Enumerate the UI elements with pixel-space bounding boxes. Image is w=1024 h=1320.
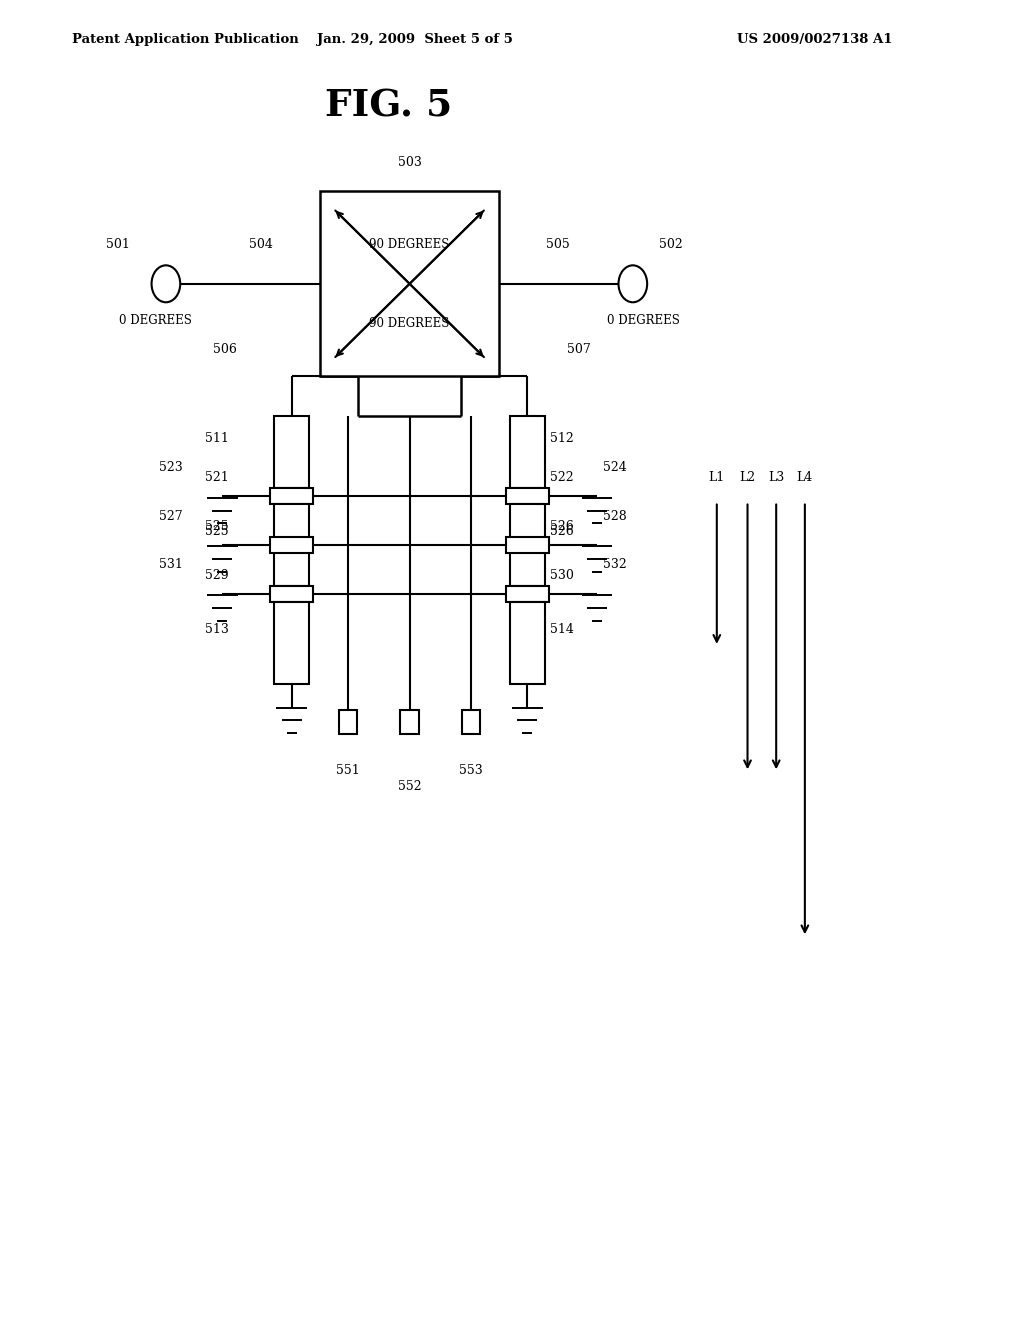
Bar [510, 602, 545, 684]
Text: 527: 527 [159, 510, 182, 523]
Text: L4: L4 [797, 471, 813, 484]
Text: 526: 526 [550, 525, 573, 539]
Text: 521: 521 [205, 471, 228, 484]
Text: 507: 507 [566, 343, 591, 356]
Text: 505: 505 [546, 238, 570, 251]
Bar [462, 710, 480, 734]
Bar [270, 586, 313, 602]
Text: US 2009/0027138 A1: US 2009/0027138 A1 [737, 33, 893, 46]
Bar [339, 710, 357, 734]
Bar [510, 416, 545, 488]
Bar [506, 488, 549, 504]
Text: FIG. 5: FIG. 5 [326, 87, 453, 124]
Bar [274, 504, 309, 586]
Text: 525: 525 [205, 525, 228, 539]
Bar [506, 537, 549, 553]
Text: 532: 532 [603, 558, 627, 572]
Text: 524: 524 [603, 461, 627, 474]
Text: 530: 530 [550, 569, 573, 582]
Text: 506: 506 [213, 343, 238, 356]
Bar [400, 710, 419, 734]
Text: Jan. 29, 2009  Sheet 5 of 5: Jan. 29, 2009 Sheet 5 of 5 [316, 33, 513, 46]
Text: L1: L1 [709, 471, 725, 484]
Text: 523: 523 [159, 461, 182, 474]
Bar [274, 416, 309, 488]
Text: 514: 514 [550, 623, 573, 636]
Text: 553: 553 [459, 764, 483, 777]
Text: 90 DEGREES: 90 DEGREES [370, 317, 450, 330]
Text: 0 DEGREES: 0 DEGREES [606, 314, 680, 327]
Text: L3: L3 [768, 471, 784, 484]
Text: 511: 511 [205, 433, 228, 445]
Text: 501: 501 [105, 238, 130, 251]
Circle shape [152, 265, 180, 302]
Bar [319, 191, 500, 376]
Text: 552: 552 [397, 780, 422, 793]
Text: 528: 528 [603, 510, 627, 523]
Bar [506, 586, 549, 602]
Text: 503: 503 [397, 156, 422, 169]
Text: 504: 504 [249, 238, 273, 251]
Text: 551: 551 [336, 764, 360, 777]
Bar [510, 504, 545, 586]
Bar [270, 488, 313, 504]
Text: 513: 513 [205, 623, 228, 636]
Text: 512: 512 [550, 433, 573, 445]
Text: L2: L2 [739, 471, 756, 484]
Bar [270, 537, 313, 553]
Text: 525: 525 [205, 520, 228, 533]
Text: Patent Application Publication: Patent Application Publication [72, 33, 298, 46]
Text: 0 DEGREES: 0 DEGREES [119, 314, 193, 327]
Text: 526: 526 [550, 520, 573, 533]
Text: 522: 522 [550, 471, 573, 484]
Text: 502: 502 [658, 238, 683, 251]
Text: 531: 531 [159, 558, 182, 572]
Circle shape [618, 265, 647, 302]
Text: 529: 529 [205, 569, 228, 582]
Text: 90 DEGREES: 90 DEGREES [370, 238, 450, 251]
Bar [274, 602, 309, 684]
